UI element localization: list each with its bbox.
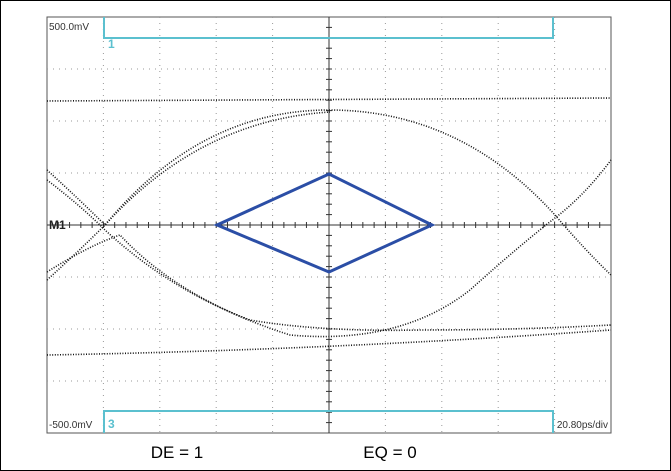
scope-screen: 500.0mV 1 M1 -500.0mV 3 20.80ps/div	[47, 17, 611, 433]
timebase: 20.80ps/div	[557, 420, 608, 431]
top-channel: 1	[108, 37, 115, 51]
caption: DE = 1	[151, 443, 203, 462]
scope-screenshot: 500.0mV 1 M1 -500.0mV 3 20.80ps/div DE =…	[0, 0, 671, 471]
top-level: 500.0mV	[49, 22, 89, 33]
bottom-channel: 3	[108, 417, 115, 431]
bottom-level: -500.0mV	[49, 420, 93, 431]
caption: EQ = 0	[363, 443, 416, 462]
marker: M1	[49, 218, 66, 232]
